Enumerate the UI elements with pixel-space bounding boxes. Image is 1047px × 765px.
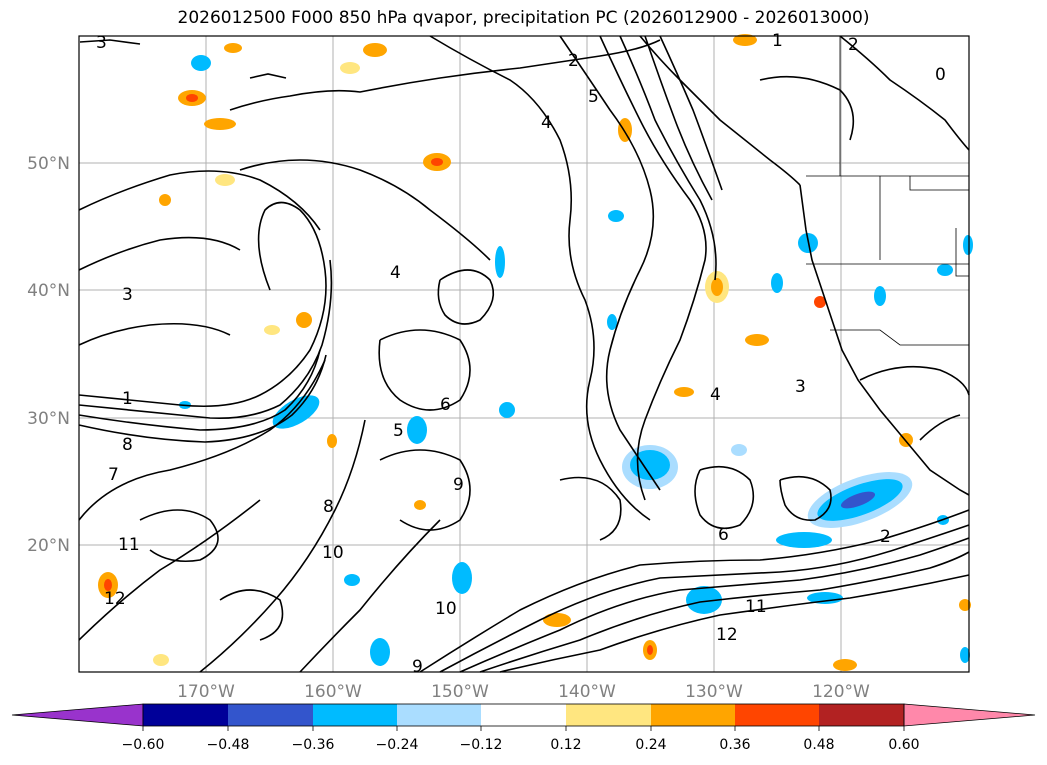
- contour-label: 12: [716, 625, 738, 645]
- lon-labels: 170°W 160°W 150°W 140°W 130°W 120°W: [177, 682, 870, 702]
- colorbar-tick-label: 0.60: [888, 737, 919, 753]
- lat-label: 20°N: [27, 536, 70, 556]
- colorbar-tick-label: 0.24: [635, 737, 666, 753]
- contour-label: 1: [122, 389, 133, 409]
- lat-label: 50°N: [27, 154, 70, 174]
- colorbar-segment: [566, 704, 651, 726]
- political-borders: [806, 36, 969, 346]
- contour-label: 8: [122, 435, 133, 455]
- contour-label: 11: [745, 597, 767, 617]
- contour-label: 5: [588, 87, 599, 107]
- contour-label: 7: [108, 465, 119, 485]
- colorbar-tick-label: 0.12: [550, 737, 581, 753]
- colorbar-segment: [735, 704, 819, 726]
- contour-lines: [78, 35, 970, 673]
- colorbar-ticks: [142, 726, 905, 731]
- colorbar-min-extend: [11, 703, 144, 727]
- contour-label: 6: [718, 525, 729, 545]
- colorbar: −0.60 −0.48 −0.36 −0.24 −0.12 0.12 0.24 …: [11, 703, 1036, 753]
- lon-label: 160°W: [304, 682, 362, 702]
- colorbar-outline: [142, 703, 905, 727]
- contour-label: 2: [848, 35, 859, 55]
- colorbar-tick-label: 0.48: [803, 737, 834, 753]
- coastlines: [79, 35, 970, 496]
- contour-label: 1: [772, 31, 783, 51]
- lat-labels: 50°N 40°N 30°N 20°N: [27, 154, 70, 556]
- precip-positive-shading: [98, 34, 971, 671]
- colorbar-tick-label: 0.36: [719, 737, 750, 753]
- contour-label: 9: [412, 657, 423, 677]
- colorbar-tick-label: −0.12: [460, 737, 503, 753]
- contour-label: 12: [104, 589, 126, 609]
- colorbar-segment: [481, 704, 566, 726]
- colorbar-segment: [819, 704, 904, 726]
- colorbar-segment: [143, 704, 228, 726]
- contour-label: 2: [568, 51, 579, 71]
- lon-label: 120°W: [812, 682, 870, 702]
- lat-label: 30°N: [27, 409, 70, 429]
- contour-label: 11: [118, 535, 140, 555]
- map-frame: [78, 35, 970, 673]
- colorbar-max-extend: [903, 703, 1036, 727]
- lat-label: 40°N: [27, 281, 70, 301]
- colorbar-segment: [313, 704, 397, 726]
- contour-label: 6: [440, 395, 451, 415]
- colorbar-segment: [397, 704, 481, 726]
- colorbar-tick-label: −0.24: [376, 737, 419, 753]
- lon-label: 140°W: [558, 682, 616, 702]
- map-title: 2026012500 F000 850 hPa qvapor, precipit…: [177, 8, 870, 28]
- contour-label: 3: [96, 33, 107, 53]
- contour-label: 4: [541, 113, 552, 133]
- contour-label: 4: [390, 263, 401, 283]
- contour-label: 3: [122, 285, 133, 305]
- colorbar-segment: [228, 704, 313, 726]
- colorbar-tick-label: −0.48: [207, 737, 250, 753]
- contour-label: 9: [453, 475, 464, 495]
- contour-labels: 3 2 5 4 1 0 2 3 4 6 8 7 9 10 11 12 5 4 3…: [96, 31, 946, 677]
- colorbar-segment: [651, 704, 735, 726]
- colorbar-tick-label: −0.36: [292, 737, 335, 753]
- contour-label: 10: [322, 543, 344, 563]
- lon-label: 170°W: [177, 682, 235, 702]
- lon-label: 130°W: [685, 682, 743, 702]
- contour-label: 8: [323, 497, 334, 517]
- contour-label: 3: [795, 377, 806, 397]
- contour-label: 5: [393, 421, 404, 441]
- contour-label: 4: [710, 385, 721, 405]
- contour-label: 2: [880, 527, 891, 547]
- contour-label: 0: [935, 65, 946, 85]
- map-panel: [79, 36, 969, 672]
- lon-label: 150°W: [431, 682, 489, 702]
- contour-label: 10: [435, 599, 457, 619]
- colorbar-tick-label: −0.60: [122, 737, 165, 753]
